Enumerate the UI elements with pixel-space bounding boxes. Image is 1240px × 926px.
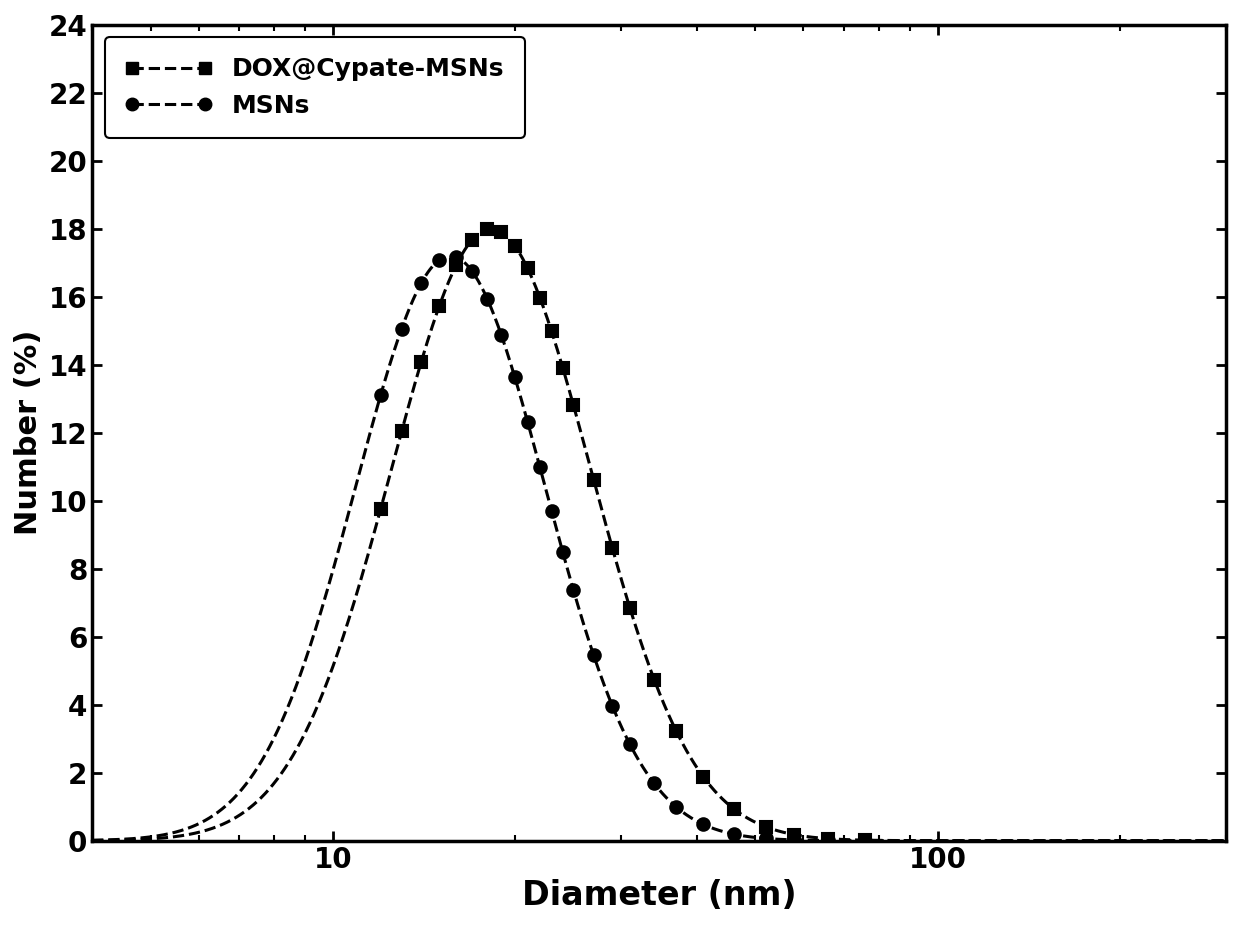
DOX@Cypate-MSNs — [1219, 835, 1234, 846]
DOX@Cypate-MSNs — [84, 835, 99, 846]
MSNs — [978, 835, 993, 846]
MSNs — [1185, 835, 1200, 846]
MSNs — [1219, 835, 1234, 846]
MSNs — [606, 705, 621, 716]
Line: DOX@Cypate-MSNs: DOX@Cypate-MSNs — [92, 229, 1226, 841]
Y-axis label: Number (%): Number (%) — [14, 330, 43, 535]
Line: MSNs: MSNs — [92, 256, 1226, 841]
DOX@Cypate-MSNs — [978, 835, 993, 846]
DOX@Cypate-MSNs — [606, 548, 621, 559]
MSNs — [443, 250, 458, 261]
MSNs — [143, 832, 157, 843]
MSNs — [84, 834, 99, 845]
MSNs — [636, 763, 651, 774]
DOX@Cypate-MSNs — [636, 646, 651, 657]
DOX@Cypate-MSNs — [143, 833, 157, 845]
Legend: DOX@Cypate-MSNs, MSNs: DOX@Cypate-MSNs, MSNs — [104, 37, 525, 138]
DOX@Cypate-MSNs — [484, 223, 498, 234]
DOX@Cypate-MSNs — [1187, 835, 1202, 846]
DOX@Cypate-MSNs — [1185, 835, 1200, 846]
X-axis label: Diameter (nm): Diameter (nm) — [522, 879, 796, 912]
MSNs — [1187, 835, 1202, 846]
